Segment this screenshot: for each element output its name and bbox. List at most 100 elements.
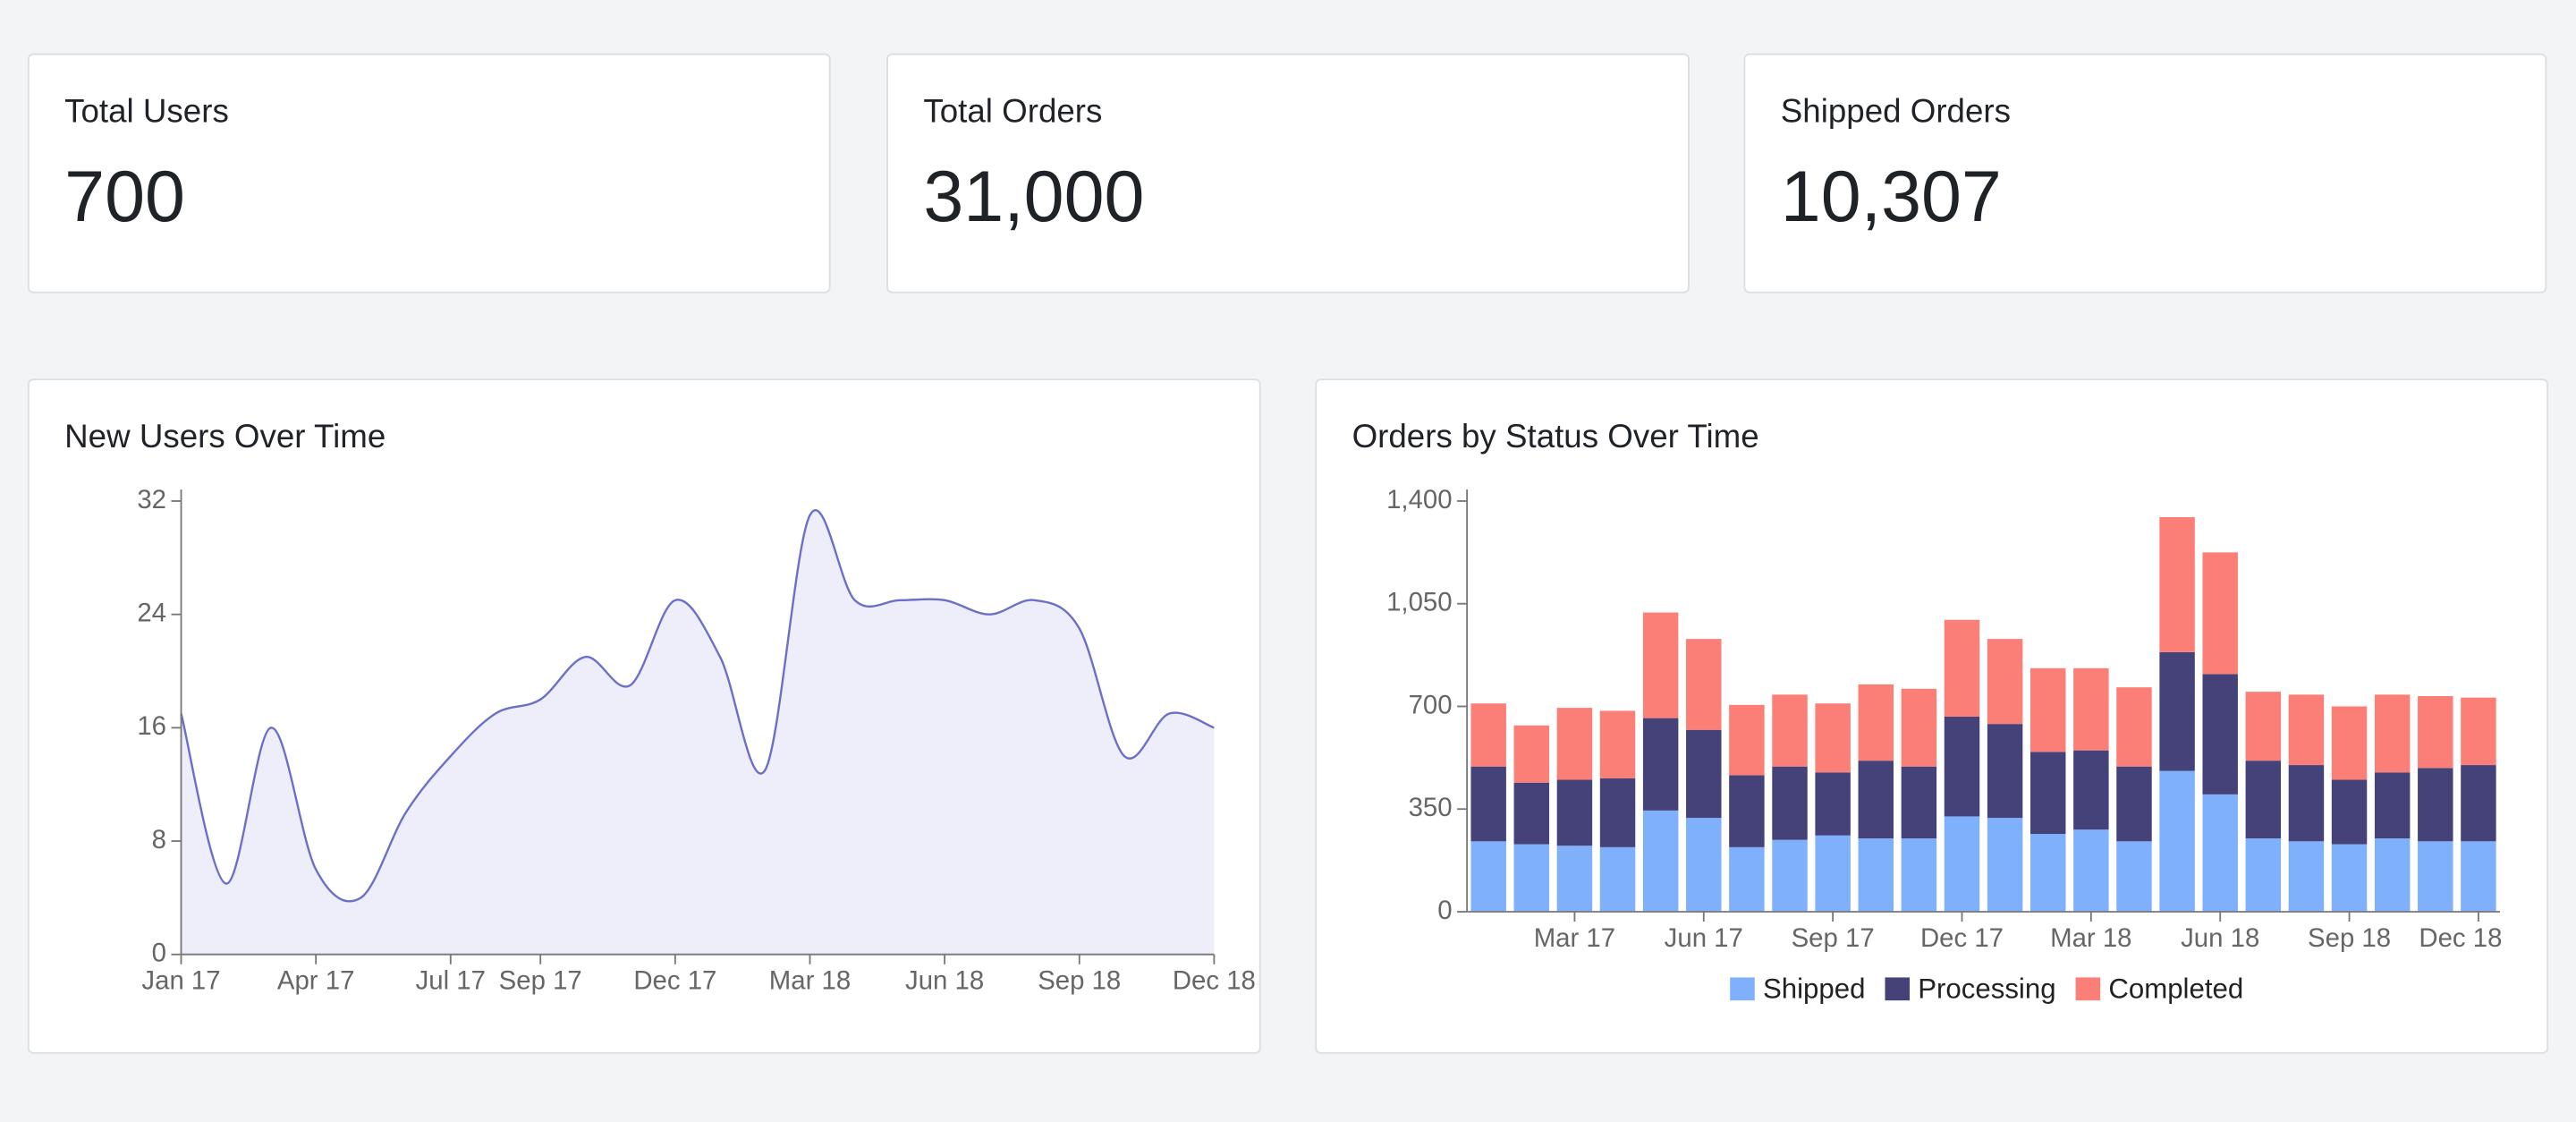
bar-segment [1729, 775, 1765, 847]
bar-segment [2374, 694, 2411, 773]
bar-segment [2461, 697, 2496, 766]
x-tick-label: Sep 18 [1038, 966, 1121, 996]
bar-segment [2030, 667, 2066, 752]
legend-label: Processing [1918, 973, 2055, 1004]
y-tick-label: 350 [1409, 793, 1453, 822]
bar-segment [1987, 818, 2023, 912]
bar-segment [1513, 782, 1550, 845]
bar-segment [2116, 841, 2152, 912]
bar-segment [1772, 694, 1808, 767]
bar-segment [2331, 844, 2368, 912]
x-tick-label: Dec 18 [2419, 923, 2502, 953]
bar-segment [2159, 770, 2195, 912]
bar-segment [1772, 839, 1808, 912]
bar-segment [1470, 703, 1506, 767]
legend-label: Shipped [1763, 973, 1866, 1004]
legend-swatch [1885, 977, 1911, 1001]
bar-segment [1642, 612, 1679, 718]
bar-segment [2202, 794, 2238, 912]
x-tick-label: Mar 18 [769, 966, 851, 996]
bar-segment [1987, 724, 2023, 819]
bar-segment [1556, 846, 1593, 912]
bar-segment [1729, 704, 1765, 776]
bar-segment [2202, 674, 2238, 795]
bar-segment [1470, 766, 1506, 842]
y-tick-label: 0 [1437, 896, 1452, 925]
y-tick-label: 0 [152, 938, 166, 967]
bar-segment [2159, 517, 2195, 652]
chart-title: Orders by Status Over Time [1352, 418, 1759, 455]
legend-swatch [2075, 977, 2101, 1001]
x-tick-label: Dec 17 [1920, 923, 2004, 953]
x-tick-label: Jun 18 [2181, 923, 2259, 953]
kpi-value: 10,307 [1781, 157, 2002, 237]
bar-segment [2073, 667, 2109, 751]
bar-segment [2288, 694, 2325, 766]
bar-segment [1815, 703, 1851, 773]
bar-segment [2159, 651, 2195, 771]
bar-segment [2202, 552, 2238, 675]
bar-segment [1944, 816, 1980, 912]
bar-segment [1599, 778, 1636, 847]
legend-label: Completed [2108, 973, 2243, 1004]
bar-segment [1944, 619, 1980, 717]
bar-segment [2073, 829, 2109, 912]
bar-segment [1944, 716, 1980, 817]
bar-segment [1513, 725, 1550, 783]
bar-segment [1470, 841, 1506, 912]
y-tick-label: 32 [137, 485, 166, 514]
x-tick-label: Dec 17 [633, 966, 716, 996]
bar-segment [2116, 687, 2152, 767]
bar-segment [1772, 766, 1808, 840]
y-tick-label: 16 [137, 711, 166, 741]
bar-segment [2461, 765, 2496, 842]
bar-segment [1901, 688, 1937, 767]
y-tick-label: 1,400 [1386, 485, 1452, 514]
y-tick-label: 8 [152, 825, 166, 854]
bar-segment [2073, 750, 2109, 830]
bar-segment [2418, 768, 2453, 842]
kpi-label: Total Users [64, 92, 229, 129]
bar-segment [1642, 810, 1679, 912]
legend: Shipped Processing Completed [1730, 973, 2243, 1004]
x-tick-label: Jun 18 [905, 966, 984, 996]
area-fill [181, 510, 1215, 955]
x-tick-label: Apr 17 [277, 966, 355, 996]
x-tick-label: Jan 17 [141, 966, 220, 996]
kpi-value: 700 [64, 157, 185, 237]
bar-segment [1858, 761, 1894, 839]
bar-segment [1642, 718, 1679, 811]
x-tick-label: Sep 17 [1792, 923, 1875, 953]
bar-segment [2030, 834, 2066, 912]
bar-segment [1729, 846, 1765, 912]
kpi-label: Shipped Orders [1781, 92, 2011, 129]
card [886, 53, 1690, 293]
bar-segment [1556, 708, 1593, 780]
x-tick-label: Dec 18 [1173, 966, 1256, 996]
chart-title: New Users Over Time [64, 418, 386, 455]
x-tick-label: Sep 18 [2308, 923, 2391, 953]
bar-segment [1901, 766, 1937, 839]
bar-segment [1513, 844, 1550, 912]
bar-segment [1599, 710, 1636, 778]
x-tick-label: Mar 17 [1534, 923, 1615, 953]
bar-segment [1901, 838, 1937, 912]
bar-segment [2374, 838, 2411, 912]
x-tick-label: Sep 17 [499, 966, 582, 996]
bar-segment [2331, 706, 2368, 780]
x-tick-label: Jun 17 [1665, 923, 1743, 953]
x-tick-label: Mar 18 [2050, 923, 2131, 953]
bar-segment [1686, 639, 1722, 730]
bar-segment [2245, 838, 2282, 912]
bar-segment [2030, 752, 2066, 835]
bar-segment [2245, 692, 2282, 761]
bar-segment [2288, 841, 2325, 912]
bar-segment [1599, 846, 1636, 912]
bar-segment [2245, 761, 2282, 839]
y-tick-label: 700 [1409, 690, 1453, 719]
kpi-value: 31,000 [923, 157, 1144, 237]
bar-segment [1686, 818, 1722, 912]
bar-segment [2418, 841, 2453, 912]
bar-segment [2461, 841, 2496, 912]
